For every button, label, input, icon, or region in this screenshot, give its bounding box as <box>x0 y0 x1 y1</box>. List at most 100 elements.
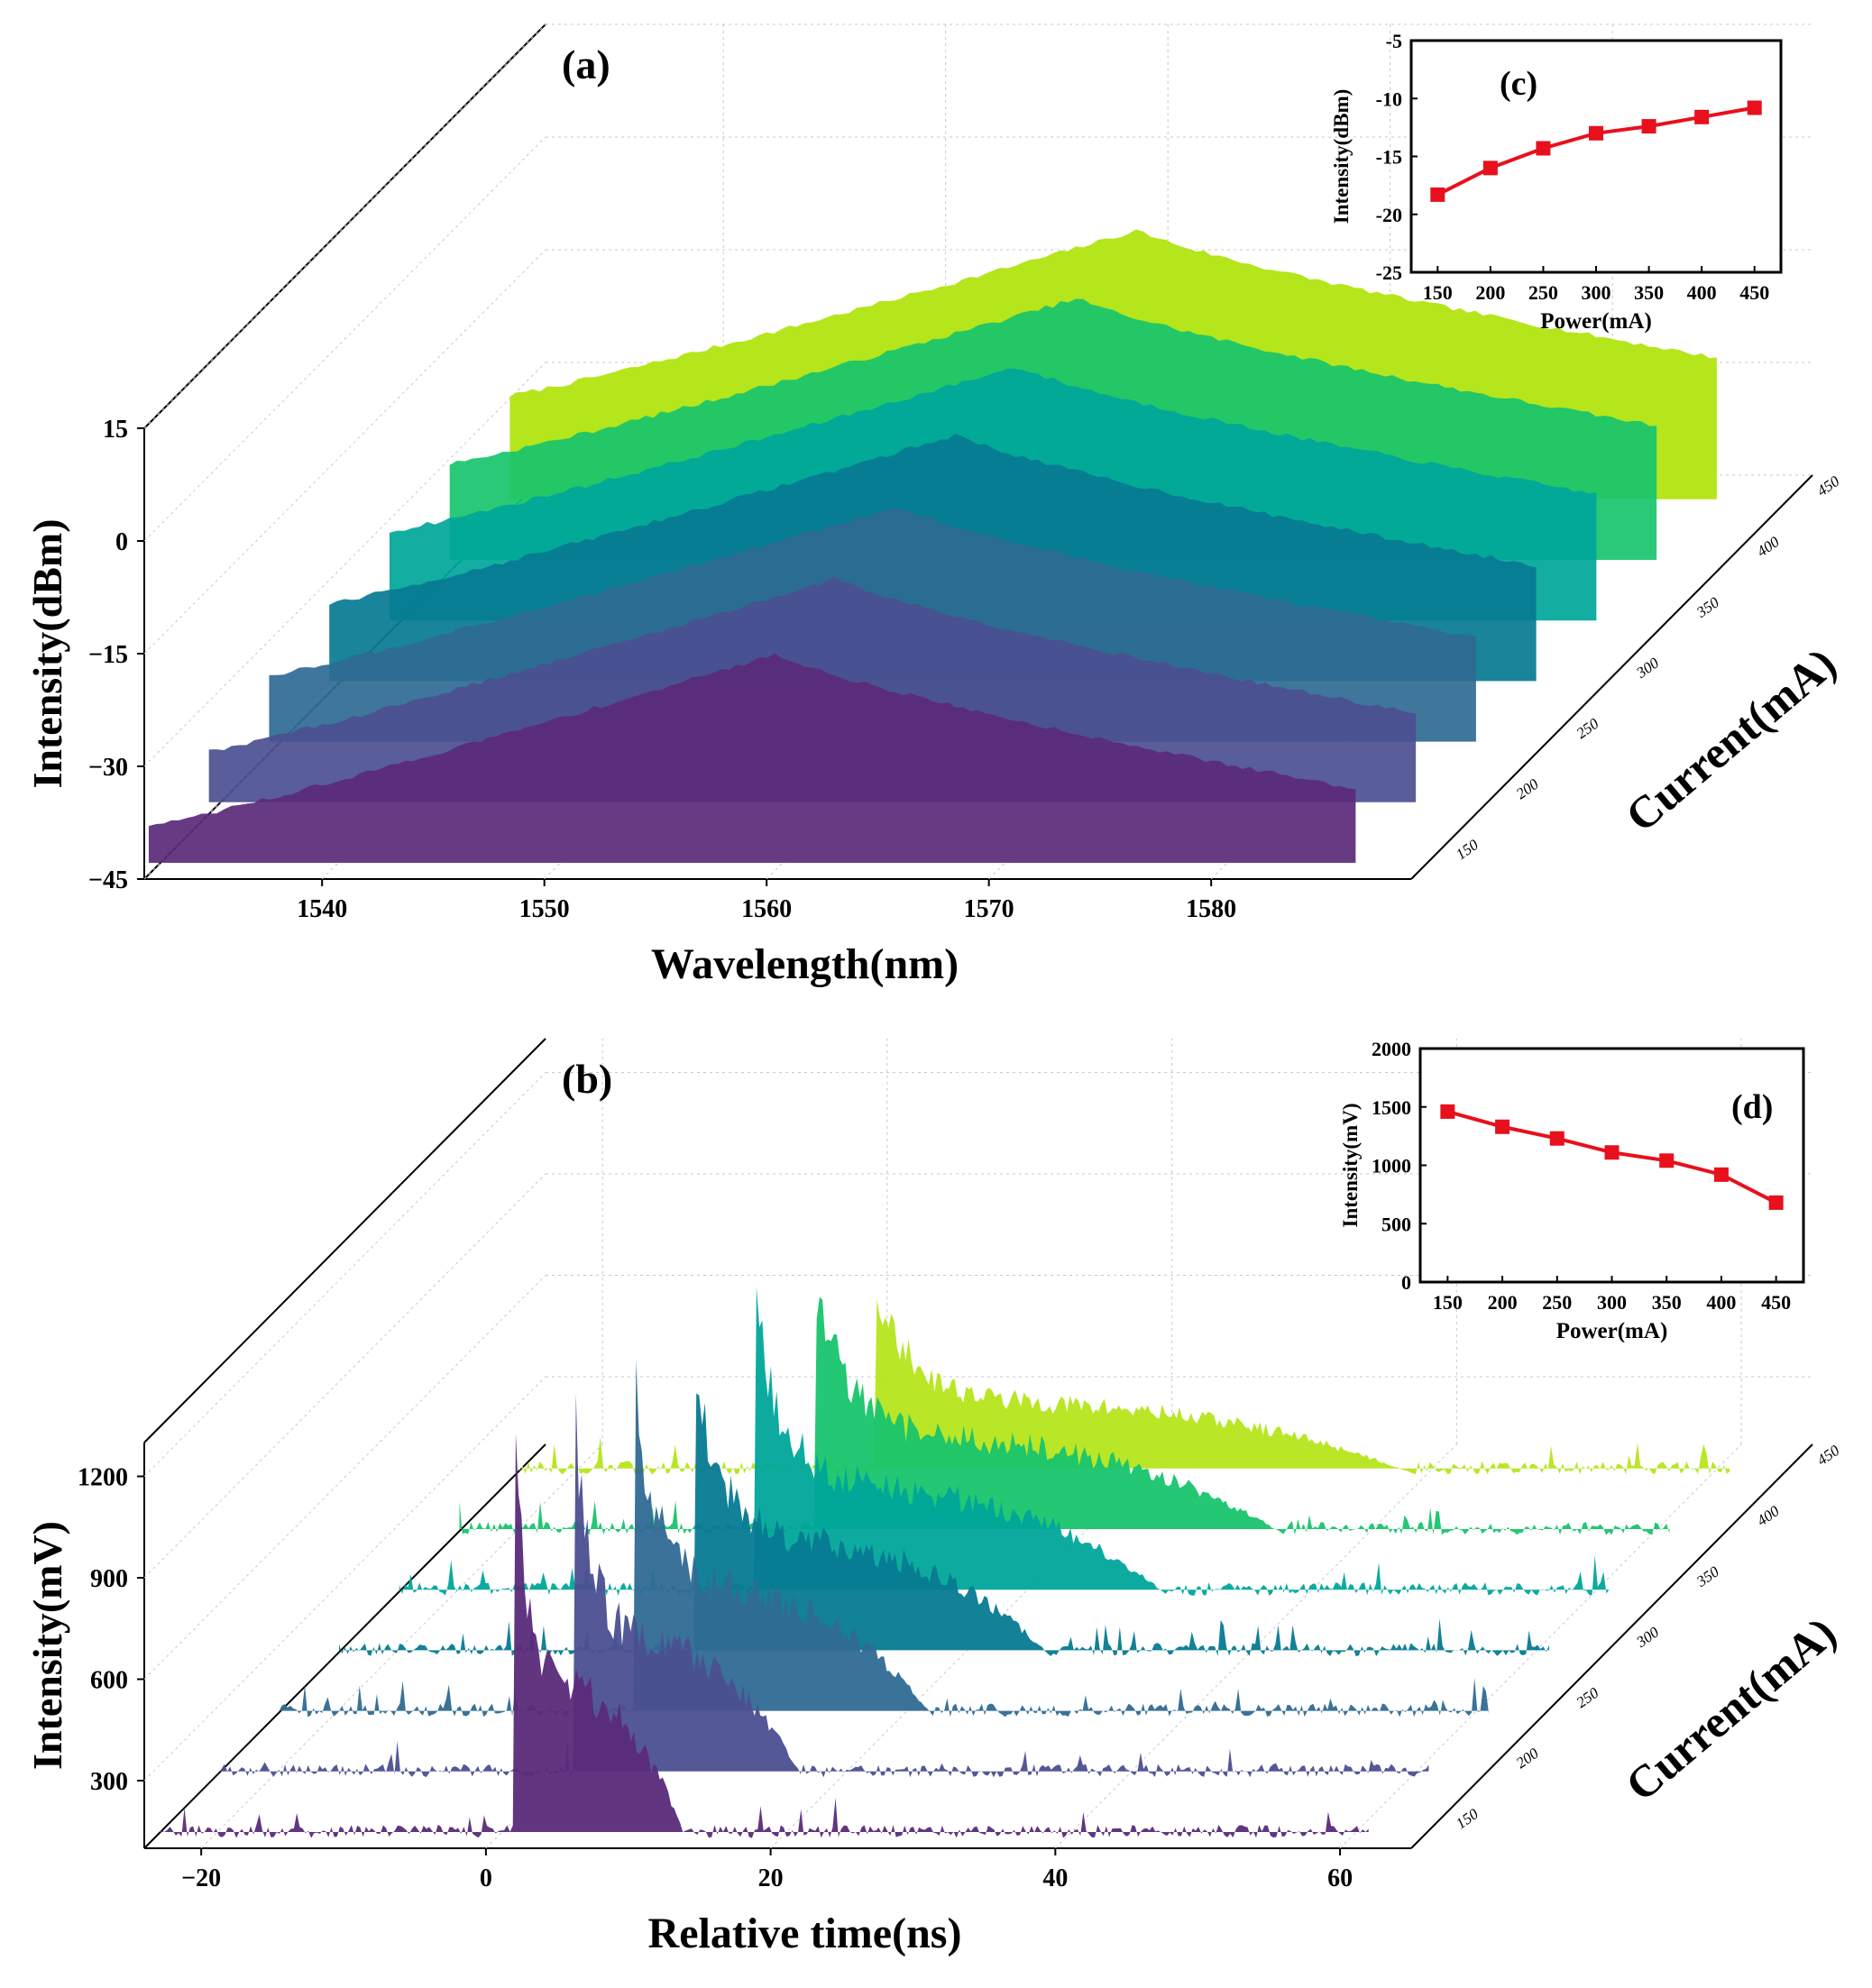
z-tick-label: 300 <box>1633 654 1663 682</box>
panel-c-inset: 150 200 250 300 350 400 450 -5 -10 -15 -20 -25 Power… <box>1330 30 1783 334</box>
y-axis-title: Intensity(dBm) <box>24 518 70 788</box>
pulse-area-400mA <box>459 1296 1670 1535</box>
panel-label: (a) <box>562 41 610 87</box>
inset-panel-label: (c) <box>1500 65 1537 103</box>
y-axis-title: Intensity(mV) <box>24 1521 70 1770</box>
inset-y-axis-title: Intensity(mV) <box>1339 1104 1362 1228</box>
pulse-area-300mA <box>339 1393 1549 1657</box>
inset-x-axis-title: Power(mA) <box>1556 1319 1668 1343</box>
inset-data-marker <box>1641 119 1656 134</box>
side-grid-line <box>143 249 546 655</box>
x-tick-label: 40 <box>1042 1864 1068 1892</box>
inset-x-tick-label: 400 <box>1706 1291 1736 1314</box>
inset-y-tick-label: 500 <box>1381 1213 1411 1235</box>
z-tick-label: 350 <box>1693 1562 1722 1590</box>
inset-data-marker <box>1589 125 1603 141</box>
inset-x-tick-label: 150 <box>1433 1291 1463 1314</box>
inset-y-tick-label: -15 <box>1376 146 1402 169</box>
side-grid-line <box>143 1173 546 1579</box>
inset-data-marker <box>1747 100 1762 115</box>
z-tick-label: 350 <box>1693 593 1722 621</box>
inset-frame <box>1409 39 1783 274</box>
z-tick-label: 250 <box>1574 715 1602 742</box>
y-tick-label: 300 <box>90 1768 128 1796</box>
side-grid-line <box>143 1072 546 1477</box>
inset-x-tick-label: 350 <box>1634 281 1664 304</box>
depth-axis-right <box>1410 1443 1813 1849</box>
depth-axis-right <box>1410 474 1813 880</box>
x-tick-label: 0 <box>480 1864 492 1892</box>
inset-frame <box>1418 1047 1805 1284</box>
panel-d-inset: 150 200 250 300 350 400 450 2000 1500 1000 500 0 Pow… <box>1339 1038 1805 1343</box>
inset-y-tick-label: -5 <box>1386 30 1402 52</box>
y-tick-label: −15 <box>88 641 128 669</box>
z-tick-label: 200 <box>1513 775 1542 802</box>
inset-x-tick-label: 250 <box>1528 281 1558 304</box>
floor-grid-line <box>1339 1443 1742 1849</box>
inset-data-marker <box>1430 187 1445 202</box>
x-tick-label: 1540 <box>297 895 347 923</box>
inset-y-axis-title: Intensity(dBm) <box>1330 89 1353 224</box>
inset-y-tick-label: -20 <box>1376 204 1402 226</box>
inset-y-tick-label: 1500 <box>1372 1096 1411 1119</box>
z-tick-label: 150 <box>1453 836 1482 863</box>
z-tick-label: 200 <box>1513 1745 1542 1772</box>
inset-data-marker <box>1440 1104 1455 1119</box>
z-tick-label: 450 <box>1814 1442 1843 1469</box>
panel-label: (b) <box>562 1056 612 1102</box>
depth-axis-left <box>143 1443 546 1849</box>
inset-x-tick-label: 200 <box>1488 1291 1518 1314</box>
inset-data-marker <box>1495 1119 1510 1134</box>
inset-y-tick-label: 0 <box>1401 1271 1411 1294</box>
spectrum-area-150mA <box>148 653 1356 863</box>
side-grid-line <box>143 136 546 542</box>
side-grid-line <box>143 1275 546 1680</box>
inset-x-tick-label: 300 <box>1582 281 1611 304</box>
inset-y-tick-label: 1000 <box>1372 1155 1411 1177</box>
side-grid-line <box>143 1376 546 1782</box>
z-tick-label: 250 <box>1574 1684 1602 1711</box>
inset-x-tick-label: 450 <box>1739 281 1769 304</box>
inset-y-tick-label: -25 <box>1376 261 1402 284</box>
pulse-area-450mA <box>519 1299 1730 1475</box>
y-tick-label: 1200 <box>78 1464 128 1492</box>
z-tick-label: 400 <box>1754 1502 1783 1529</box>
inset-x-tick-label: 250 <box>1542 1291 1572 1314</box>
y-tick-label: 0 <box>115 528 128 556</box>
inset-data-marker <box>1604 1145 1620 1160</box>
z-tick-label: 450 <box>1814 472 1843 499</box>
y-tick-label: −30 <box>88 754 128 782</box>
inset-data-marker <box>1713 1167 1729 1182</box>
inset-data-marker <box>1549 1131 1565 1146</box>
inset-panel-label: (d) <box>1731 1088 1773 1126</box>
y-tick-label: 900 <box>90 1565 128 1593</box>
x-tick-label: 1580 <box>1186 895 1236 923</box>
x-tick-label: 60 <box>1327 1864 1353 1892</box>
pulse-area-350mA <box>399 1287 1610 1596</box>
x-axis-title: Relative time(ns) <box>648 1910 962 1957</box>
x-axis-title: Wavelength(nm) <box>651 940 959 988</box>
inset-x-axis-title: Power(mA) <box>1540 309 1652 334</box>
x-tick-label: 1570 <box>964 895 1014 923</box>
depth-edge-top <box>143 1038 546 1443</box>
inset-data-marker <box>1536 141 1551 156</box>
z-tick-label: 150 <box>1453 1805 1482 1832</box>
inset-data-marker <box>1768 1195 1784 1210</box>
inset-data-marker <box>1482 160 1498 176</box>
side-grid-line <box>143 23 546 429</box>
x-tick-label: 20 <box>758 1864 784 1892</box>
inset-x-tick-label: 450 <box>1761 1291 1791 1314</box>
y-tick-label: 15 <box>103 416 128 444</box>
inset-data-marker <box>1659 1153 1675 1168</box>
z-tick-label: 300 <box>1633 1623 1663 1651</box>
inset-x-tick-label: 200 <box>1475 281 1505 304</box>
inset-data-marker <box>1694 109 1710 124</box>
x-tick-label: 1560 <box>741 895 792 923</box>
z-tick-label: 400 <box>1754 533 1783 560</box>
y-tick-label: −45 <box>88 866 128 894</box>
inset-x-tick-label: 150 <box>1423 281 1453 304</box>
y-tick-label: 600 <box>90 1667 128 1695</box>
inset-y-tick-label: 2000 <box>1372 1038 1411 1060</box>
x-tick-label: −20 <box>181 1864 221 1892</box>
